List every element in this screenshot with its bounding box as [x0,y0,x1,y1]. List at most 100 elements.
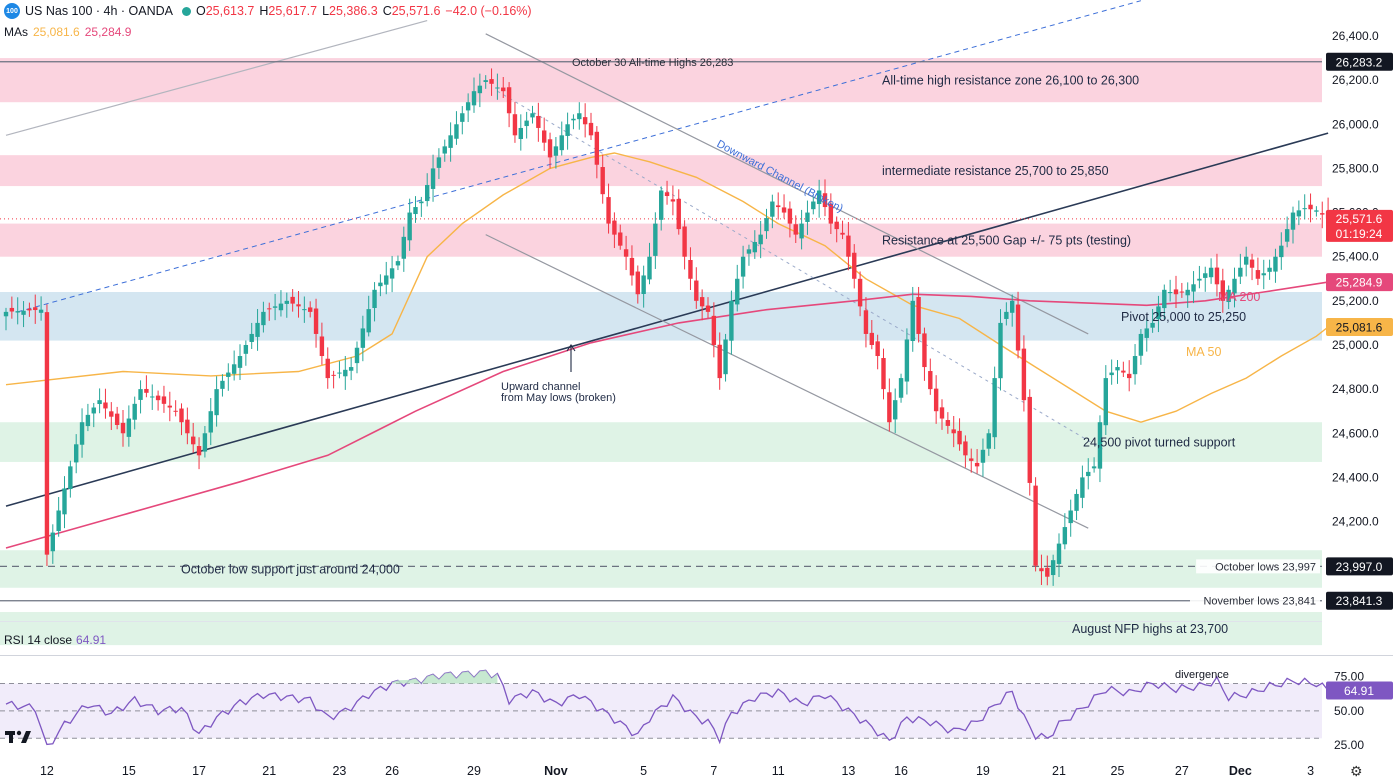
candle-body [828,203,834,224]
candle-body [945,420,951,426]
price-axis-tick: 24,800.0 [1332,382,1379,396]
candle-body [284,300,289,304]
candle-body [758,234,763,245]
candle-body [916,297,921,334]
time-axis-tick: 21 [1052,764,1066,778]
candle-body [1115,367,1120,371]
candle-body [436,157,442,168]
level-badge-nov-low-bg [1326,591,1393,610]
candle-body [1284,229,1290,242]
rsi-axis-tick: 25.00 [1334,738,1364,752]
candle-body [840,232,845,235]
candle-body [635,271,640,295]
ma200-legend-value: 25,284.9 [84,25,132,39]
candle-body [109,411,114,417]
candle-body [1156,306,1161,320]
candle-body [781,207,787,213]
candle-body [348,367,354,371]
candle-body [594,131,600,165]
rsi-legend[interactable]: RSI 14 close 64.91 [4,633,106,647]
price-axis[interactable]: 24,000.024,200.024,400.024,600.024,800.0… [1326,29,1393,752]
rsi-line [5,669,1329,746]
settings-gear-icon[interactable]: ⚙ [1350,763,1363,779]
candle-body [278,303,284,311]
candle-body [337,372,342,374]
ma-legend-label: MAs [4,25,28,39]
candle-body [618,232,623,246]
candle-body [776,205,781,208]
candle-body [38,309,44,313]
price-axis-tick: 26,200.0 [1332,73,1379,87]
upward-channel-arrow-icon [566,344,576,372]
candle-body [191,436,196,445]
upward-channel-label-line1: Upward channel [501,381,581,393]
candle-body [1290,212,1296,230]
candle-body [1150,322,1155,328]
candle-body [699,297,705,307]
last-price-badge: 25,571.6 [1336,212,1383,226]
rsi-legend-label: RSI 14 close [4,633,73,647]
candle-body [1279,245,1284,258]
candle-body [179,408,184,423]
time-axis-tick: 27 [1175,764,1189,778]
candle-body [161,396,167,404]
candle-body [313,308,319,334]
tradingview-logo-shape [5,730,31,743]
candle-body [1045,567,1050,577]
zone-label-6: August NFP highs at 23,700 [1072,622,1228,636]
candle-body [863,310,869,334]
candle-body [302,309,307,311]
candle-body [74,444,79,463]
candle-body [1261,273,1266,276]
candle-body [1238,267,1243,277]
symbol-legend[interactable]: 100 US Nas 100 · 4h · OANDA O25,613.7 H2… [4,3,532,19]
ma-legend[interactable]: MAs 25,081.6 25,284.9 [4,25,131,39]
candle-body [489,79,494,84]
candle-body [196,446,202,456]
candle-body [518,127,523,140]
candle-body [407,212,412,241]
price-change: −42.0 (−0.16%) [445,4,532,18]
candle-body [442,146,447,154]
time-axis[interactable]: 12 15 17 21 23 26 29 Nov 5 7 11 13 16 19 21 25 27 Dec 3 [40,764,1314,778]
symbol-title[interactable]: US Nas 100 · 4h · OANDA [25,4,173,18]
candle-body [21,310,26,315]
price-axis-tick: 25,000.0 [1332,338,1379,352]
candle-body [1308,204,1313,210]
candle-body [1050,560,1056,576]
candle-body [893,400,898,420]
level-badge-oct-low: 23,997.0 [1336,560,1383,574]
time-axis-tick: 19 [976,764,990,778]
level-badge-ath-bg [1326,52,1393,71]
candle-body [1068,510,1073,524]
time-axis-tick: 23 [332,764,346,778]
time-axis-tick: 16 [894,764,908,778]
upward-channel-upper-line [5,19,428,136]
candle-body [483,80,488,83]
rsi-pane: divergence [0,669,1329,746]
annotation-labels-layer: All-time high resistance zone 26,100 to … [181,57,1320,636]
candle-body [150,396,155,398]
candle-body [1191,284,1196,292]
price-axis-tick: 25,800.0 [1332,161,1379,175]
candle-body [267,308,272,310]
ohlc-low-label: L [322,4,330,18]
candle-body [1320,213,1325,215]
candle-body [1080,477,1085,498]
candle-body [155,395,161,401]
candle-body [425,184,430,202]
level-label-1: October lows 23,997 [1215,561,1316,573]
candle-body [1138,333,1144,356]
candle-body [582,117,588,125]
candle-body [501,87,506,92]
candle-body [799,223,804,239]
price-axis-tick: 24,200.0 [1332,515,1379,529]
candle-body [764,218,769,232]
candle-body [1273,256,1278,272]
level-badge-nov-low: 23,841.3 [1336,594,1383,608]
time-axis-tick: 11 [772,764,785,778]
candle-body [261,311,266,326]
candle-body [974,462,980,467]
candle-body [524,120,529,127]
